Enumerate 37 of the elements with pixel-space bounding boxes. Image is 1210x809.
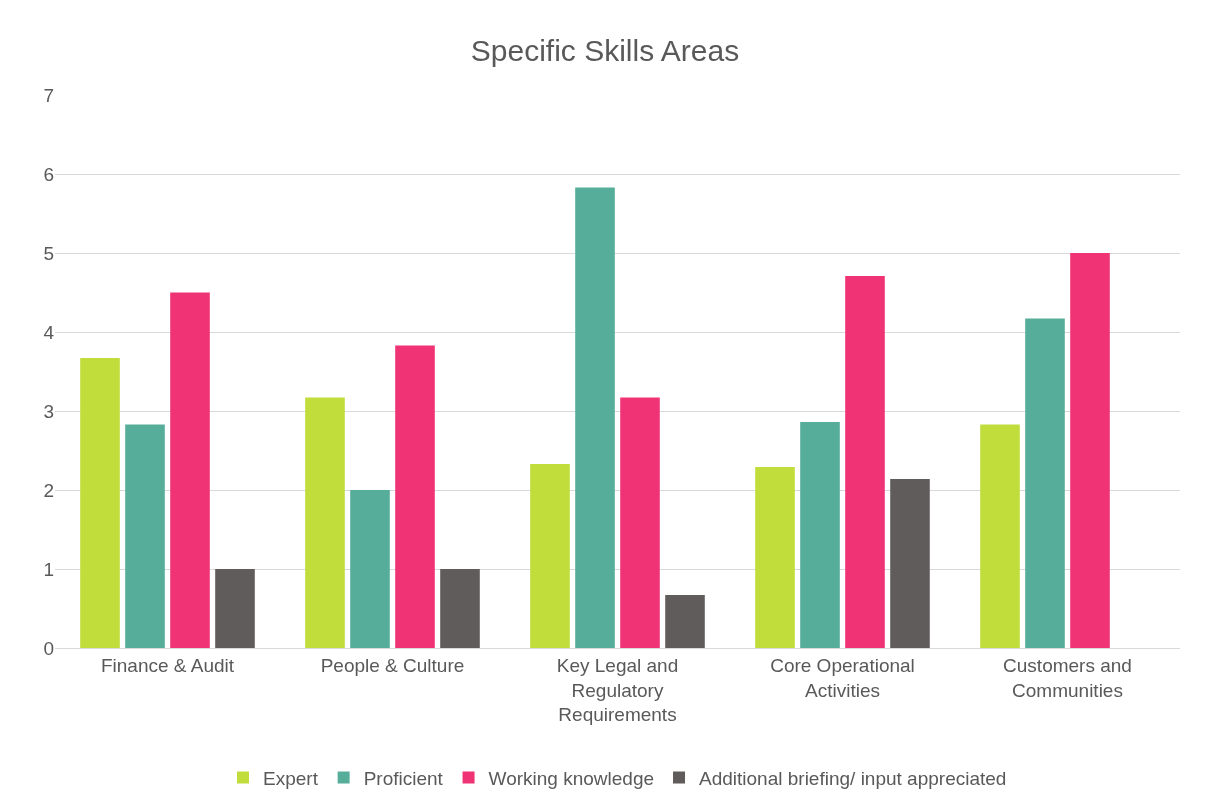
bar (755, 467, 795, 648)
x-tick-label: Customers and Communities (1003, 654, 1132, 701)
legend-label: Working knowledge (488, 767, 655, 789)
bar (395, 345, 435, 648)
bar (170, 292, 210, 648)
bar (1025, 318, 1065, 648)
y-tick-label: 5 (43, 242, 54, 264)
chart-title: Specific Skills Areas (470, 34, 740, 68)
bar (980, 424, 1020, 648)
y-tick-label: 3 (43, 400, 54, 422)
y-tick-label: 4 (43, 321, 55, 343)
bar (215, 569, 255, 648)
x-tick-label: Core Operational Activities (770, 654, 915, 701)
x-tick-label: Finance & Audit (100, 654, 235, 676)
legend-label: Additional briefing/ input appreciated (699, 767, 1007, 789)
y-tick-label: 7 (43, 84, 54, 106)
bar (575, 187, 615, 648)
bar (530, 463, 570, 648)
y-tick-label: 1 (43, 558, 54, 580)
legend-label: Proficient (363, 767, 444, 789)
x-tick-label: Key Legal and Regulatory Requirements (556, 654, 679, 726)
legend-label: Expert (263, 767, 319, 789)
bar (800, 422, 840, 648)
bar (620, 397, 660, 648)
y-tick-label: 2 (43, 479, 54, 501)
y-tick-label: 6 (43, 163, 54, 185)
bar (665, 595, 705, 648)
bar (350, 490, 390, 648)
y-tick-label: 0 (43, 637, 54, 659)
bar (845, 275, 885, 648)
bar (890, 478, 930, 648)
bar (305, 397, 345, 648)
x-tick-label: People & Culture (320, 654, 465, 676)
bar (125, 424, 165, 648)
bar (1070, 253, 1110, 648)
bar (80, 358, 120, 648)
bar (440, 569, 480, 648)
